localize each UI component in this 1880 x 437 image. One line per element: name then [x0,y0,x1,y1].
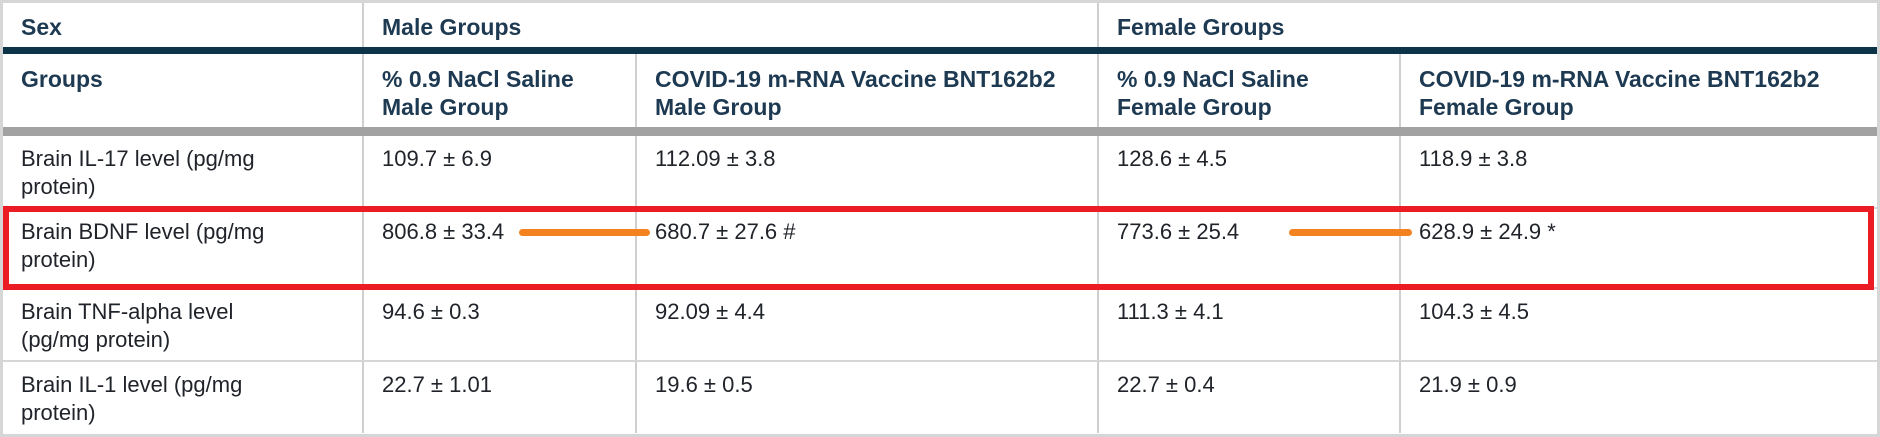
value-cell: 19.6 ± 0.5 [635,361,1098,433]
results-table: Sex Male Groups Female Groups Groups % 0… [3,3,1877,433]
value-cell: 94.6 ± 0.3 [362,288,636,362]
header-male-groups: Male Groups [362,3,1098,54]
header-col-vaccine-male: COVID-19 m-RNA Vaccine BNT162b2 Male Gro… [635,50,1098,136]
header-col-vaccine-female: COVID-19 m-RNA Vaccine BNT162b2 Female G… [1399,50,1877,136]
header-line: % 0.9 NaCl Saline [1117,66,1309,92]
value-cell: 628.9 ± 24.9 * [1399,208,1877,289]
value-cell: 109.7 ± 6.9 [362,131,636,209]
header-groups: Groups [3,50,363,136]
header-row-groups: Groups % 0.9 NaCl Saline Male Group COVI… [3,50,1877,136]
value-cell: 92.09 ± 4.4 [635,288,1098,362]
header-line: Female Group [1117,94,1272,120]
header-sex: Sex [3,3,363,54]
row-label: Brain TNF-alpha level (pg/mg protein) [3,288,363,362]
header-line: Male Group [655,94,782,120]
value-cell: 773.6 ± 25.4 [1097,208,1400,289]
header-line: COVID-19 m-RNA Vaccine BNT162b2 [1419,66,1820,92]
value-cell: 104.3 ± 4.5 [1399,288,1877,362]
value-cell: 118.9 ± 3.8 [1399,131,1877,209]
header-line: Male Group [382,94,509,120]
table-row-il1: Brain IL-1 level (pg/mg protein) 22.7 ± … [3,361,1877,433]
header-row-sex: Sex Male Groups Female Groups [3,3,1877,54]
value-cell: 128.6 ± 4.5 [1097,131,1400,209]
row-label: Brain IL-1 level (pg/mg protein) [21,372,243,425]
value-cell: 21.9 ± 0.9 [1399,361,1877,433]
header-line: % 0.9 NaCl Saline [382,66,574,92]
table-row-il17: Brain IL-17 level (pg/mg protein) 109.7 … [3,131,1877,209]
header-line: COVID-19 m-RNA Vaccine BNT162b2 [655,66,1056,92]
value-cell: 22.7 ± 1.01 [362,361,636,433]
header-col-saline-female: % 0.9 NaCl Saline Female Group [1097,50,1400,136]
header-line: Female Group [1419,94,1574,120]
row-label: Brain IL-17 level (pg/mg protein) [3,131,363,209]
value-cell: 112.09 ± 3.8 [635,131,1098,209]
header-female-groups: Female Groups [1097,3,1877,54]
table-row-tnf-alpha: Brain TNF-alpha level (pg/mg protein) 94… [3,288,1877,362]
header-col-saline-male: % 0.9 NaCl Saline Male Group [362,50,636,136]
row-label: Brain BDNF level (pg/mg protein) [3,208,363,289]
value-cell: 680.7 ± 27.6 # [635,208,1098,289]
value-cell: 22.7 ± 0.4 [1097,361,1400,433]
value-cell: 806.8 ± 33.4 [362,208,636,289]
table-row-bdnf-highlighted: Brain BDNF level (pg/mg protein) 806.8 ±… [3,208,1877,289]
value-cell: 111.3 ± 4.1 [1097,288,1400,362]
